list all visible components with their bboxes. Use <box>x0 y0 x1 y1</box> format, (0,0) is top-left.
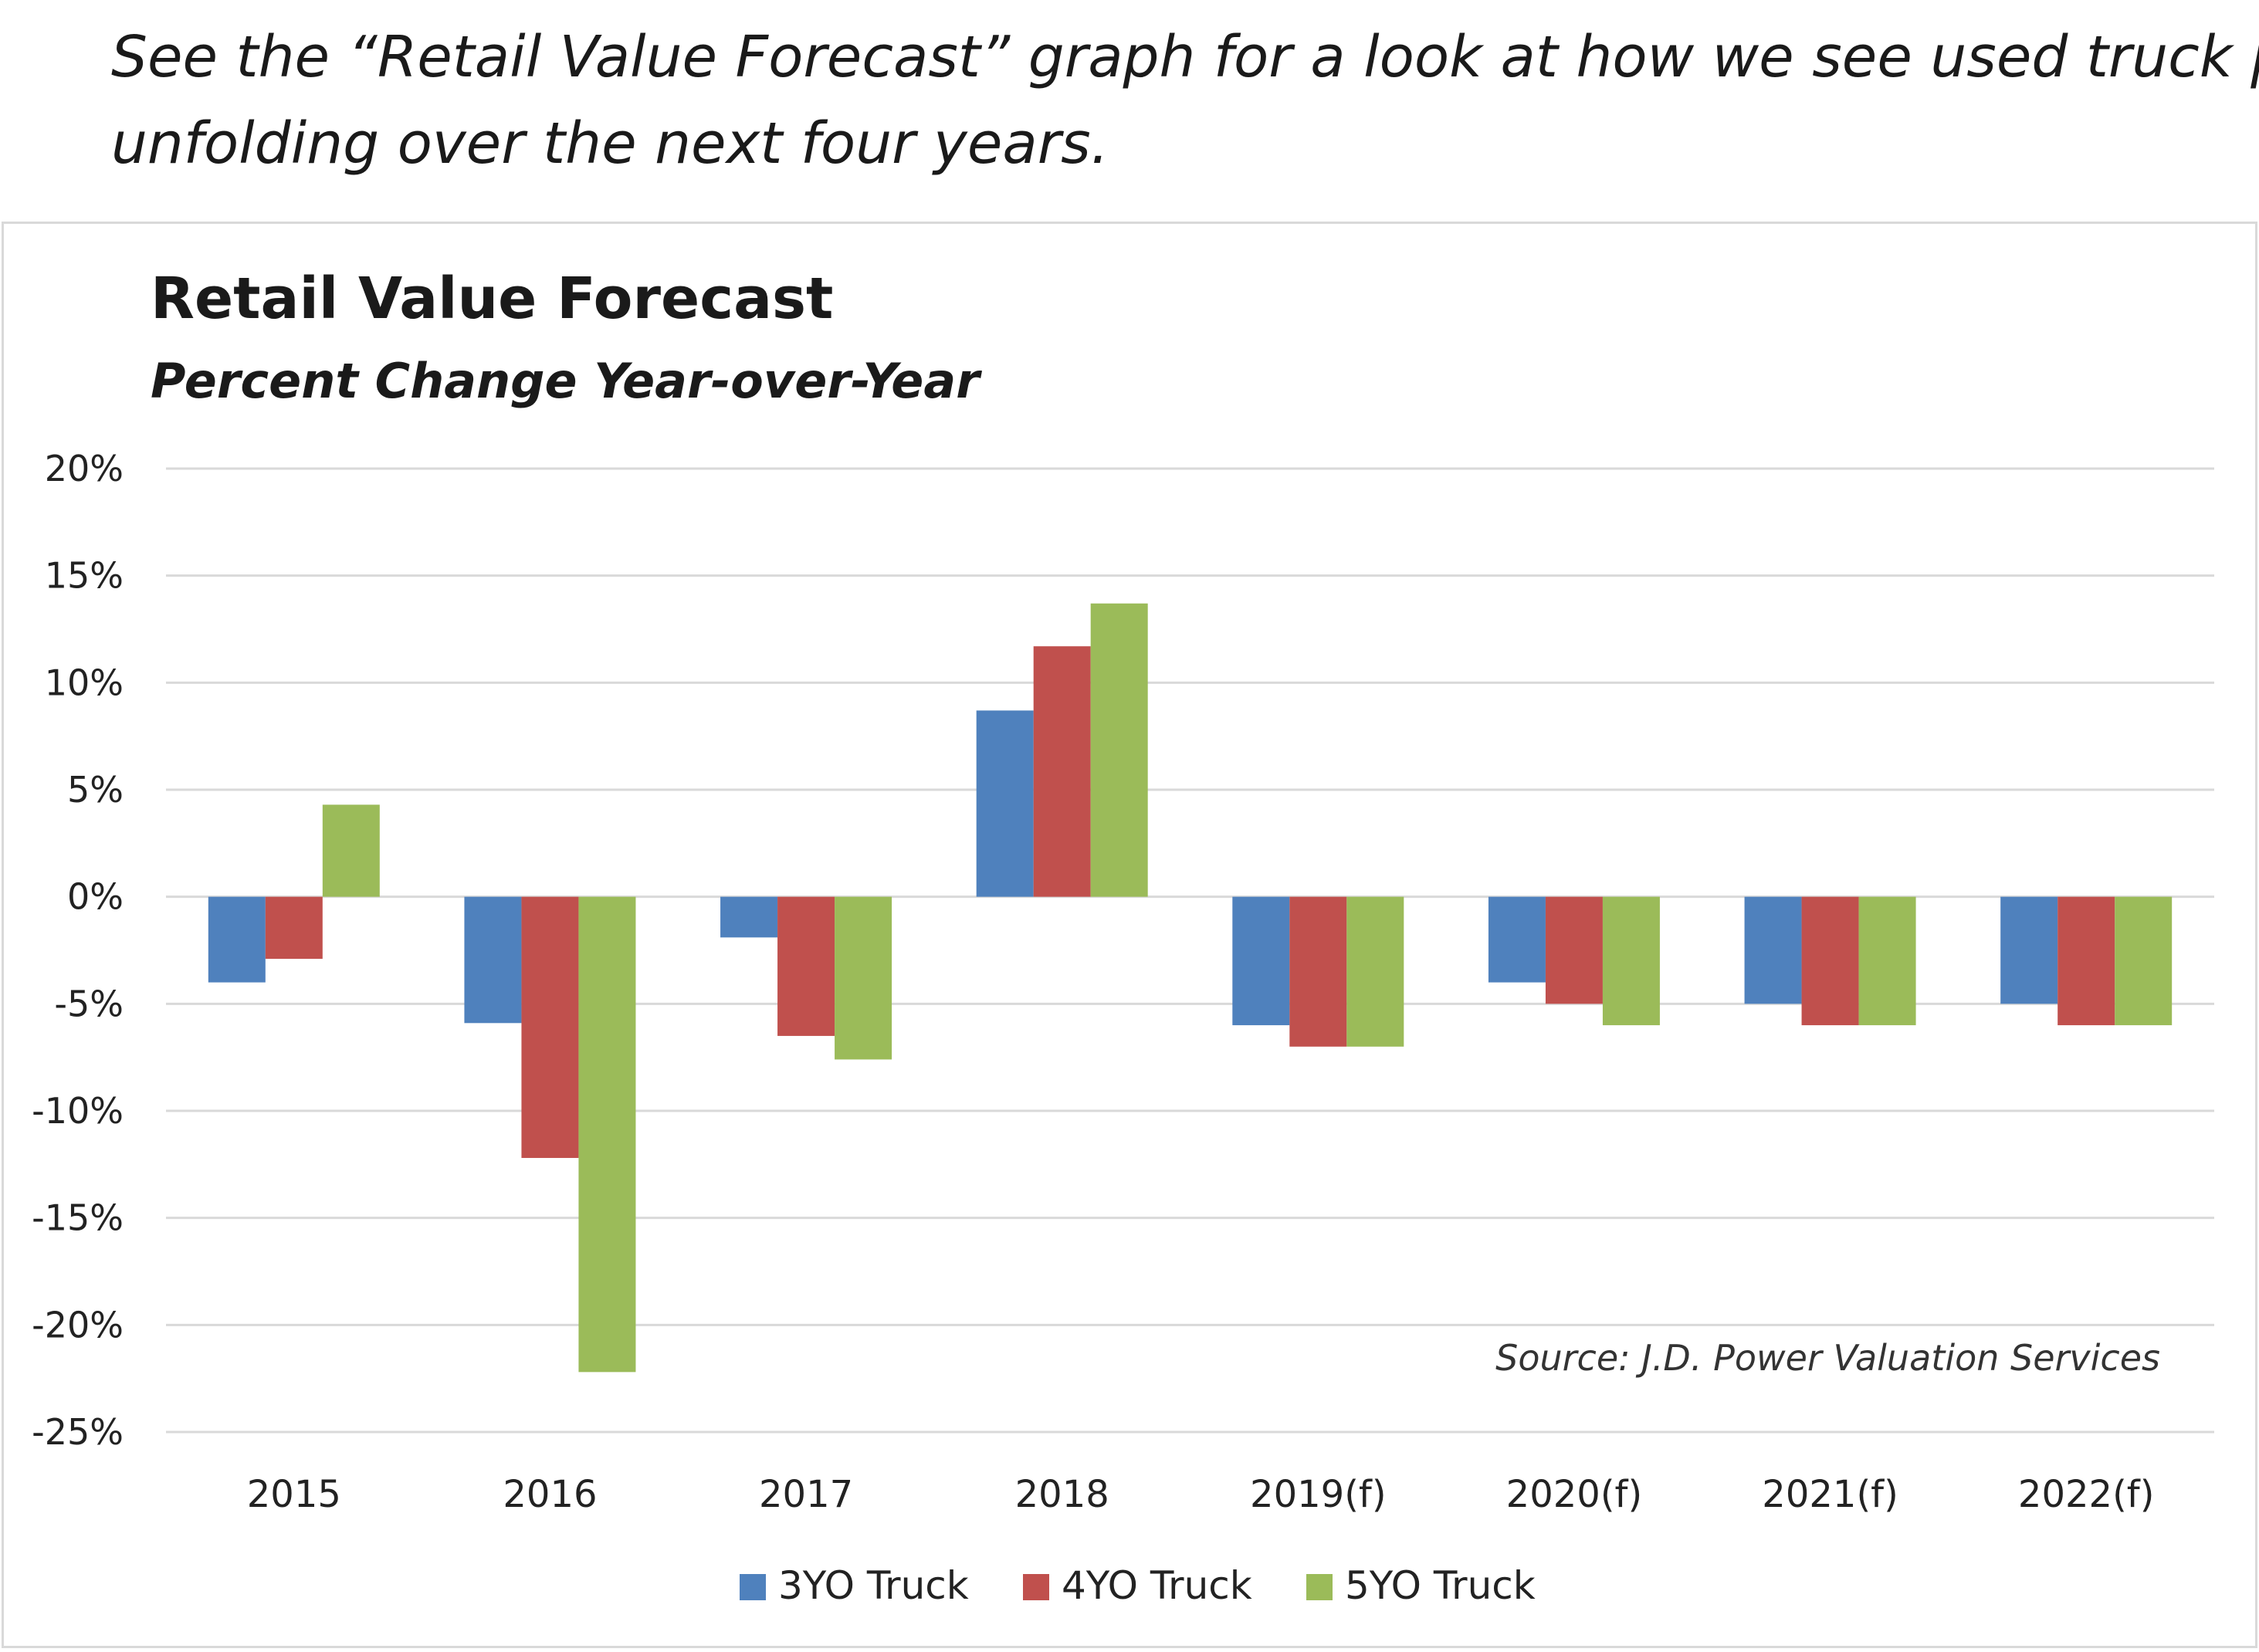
chart-title: Retail Value Forecast <box>151 266 833 332</box>
chart-subtitle: Percent Change Year-over-Year <box>151 353 982 409</box>
bar-5yo-truck-2019f <box>1346 896 1404 1047</box>
bar-5yo-truck-2021f <box>1858 896 1916 1026</box>
x-tick-label: 2020(f) <box>1506 1473 1643 1516</box>
source-note: Source: J.D. Power Valuation Services <box>1495 1337 2160 1379</box>
intro-line-2: unfolding over the next four years. <box>111 110 1109 177</box>
legend-label: 3YO Truck <box>778 1563 969 1608</box>
legend-swatch <box>1023 1574 1049 1600</box>
x-axis-ticks: 2015 2016 2017 2018 2019(f) 2020(f) 2021(f) 202… <box>247 1473 2155 1516</box>
bar-4yo-truck-2020f <box>1545 896 1603 1004</box>
bar-4yo-truck-2015 <box>265 896 323 960</box>
y-tick-label: -15% <box>32 1197 124 1239</box>
x-tick-label: 2021(f) <box>1762 1473 1898 1516</box>
y-tick-label: -10% <box>32 1090 124 1132</box>
legend-swatch <box>740 1574 766 1600</box>
bars <box>208 603 2173 1373</box>
legend: 3YO Truck 4YO Truck 5YO Truck <box>740 1563 1536 1608</box>
bar-4yo-truck-2019f <box>1289 896 1347 1047</box>
bar-5yo-truck-2016 <box>578 896 636 1373</box>
bar-4yo-truck-2022f <box>2057 896 2115 1026</box>
y-tick-label: 20% <box>45 448 124 489</box>
bar-4yo-truck-2021f <box>1801 896 1859 1026</box>
bar-5yo-truck-2022f <box>2115 896 2173 1026</box>
intro-line-1: See the “Retail Value Forecast” graph fo… <box>111 24 2259 90</box>
bar-3yo-truck-2018 <box>976 710 1034 897</box>
bar-4yo-truck-2017 <box>777 896 835 1036</box>
gridlines <box>166 467 2214 1434</box>
y-tick-label: -5% <box>54 983 124 1024</box>
bar-3yo-truck-2019f <box>1232 896 1290 1026</box>
legend-label: 5YO Truck <box>1345 1563 1536 1608</box>
y-tick-label: 5% <box>67 769 124 811</box>
bar-3yo-truck-2016 <box>464 896 522 1024</box>
x-tick-label: 2015 <box>247 1473 341 1516</box>
y-tick-label: -20% <box>32 1304 124 1346</box>
y-tick-label: 10% <box>45 662 124 703</box>
bar-5yo-truck-2018 <box>1090 603 1148 897</box>
bar-5yo-truck-2020f <box>1602 896 1660 1026</box>
bar-3yo-truck-2021f <box>1744 896 1802 1004</box>
x-tick-label: 2017 <box>759 1473 853 1516</box>
bar-3yo-truck-2015 <box>208 896 266 983</box>
x-tick-label: 2016 <box>503 1473 597 1516</box>
bar-3yo-truck-2022f <box>2000 896 2058 1004</box>
legend-swatch <box>1306 1574 1333 1600</box>
bar-3yo-truck-2020f <box>1488 896 1546 983</box>
x-tick-label: 2019(f) <box>1250 1473 1387 1516</box>
x-tick-label: 2018 <box>1015 1473 1109 1516</box>
y-tick-label: -25% <box>32 1411 124 1453</box>
bar-4yo-truck-2018 <box>1033 646 1091 897</box>
bar-3yo-truck-2017 <box>720 896 778 938</box>
bar-5yo-truck-2015 <box>322 804 380 897</box>
bar-4yo-truck-2016 <box>521 896 579 1159</box>
bar-5yo-truck-2017 <box>835 896 892 1060</box>
y-axis-ticks: 20% 15% 10% 5% 0% -5% -10% -15% -20% -25% <box>32 448 124 1453</box>
x-tick-label: 2022(f) <box>2018 1473 2155 1516</box>
y-tick-label: 0% <box>67 876 124 918</box>
intro-text: See the “Retail Value Forecast” graph fo… <box>111 14 2259 187</box>
legend-label: 4YO Truck <box>1062 1563 1252 1608</box>
y-tick-label: 15% <box>45 555 124 597</box>
